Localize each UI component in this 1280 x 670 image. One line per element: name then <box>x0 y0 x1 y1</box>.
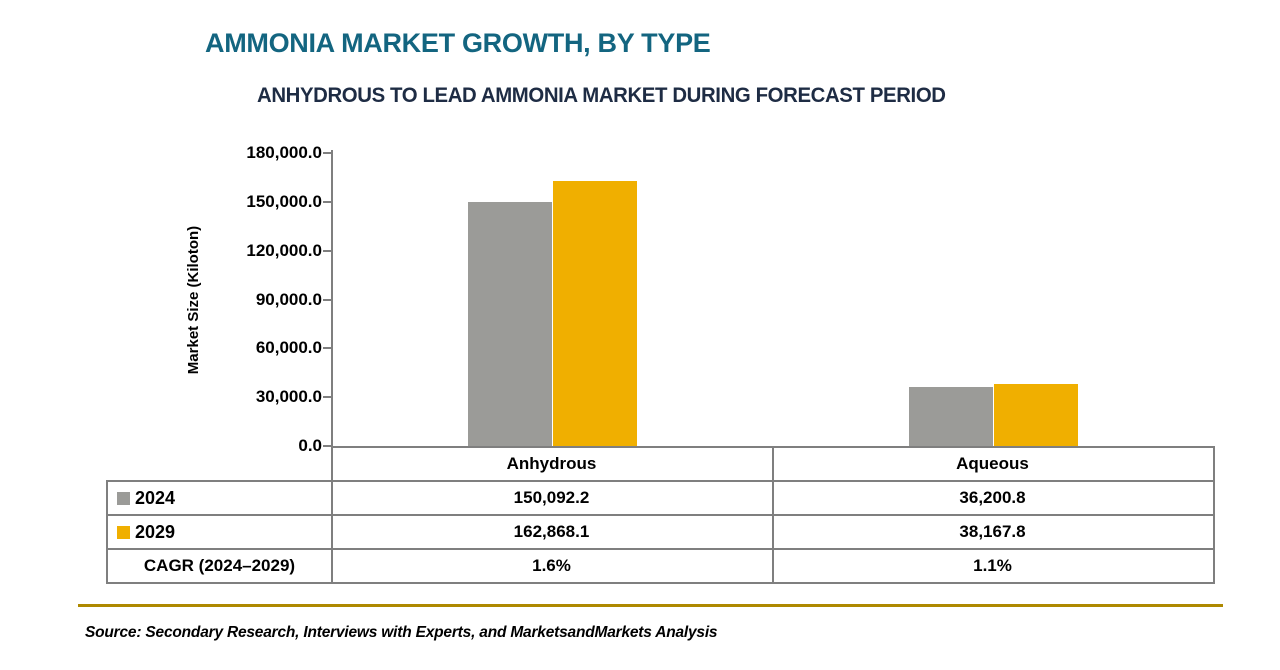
y-tick-mark <box>323 152 331 154</box>
chart-title: AMMONIA MARKET GROWTH, BY TYPE <box>205 28 711 58</box>
chart-subtitle: ANHYDROUS TO LEAD AMMONIA MARKET DURING … <box>257 84 946 107</box>
y-tick-label: 90,000.0 <box>255 289 322 309</box>
table-line-h <box>106 514 1215 516</box>
table-line-legend-left <box>106 480 108 584</box>
y-tick-mark <box>323 298 331 301</box>
y-tick-mark <box>323 200 331 203</box>
footer-divider-rule <box>78 604 1223 607</box>
y-tick-label: 30,000.0 <box>255 387 322 407</box>
table-line-right <box>1213 446 1215 584</box>
legend-cell-2024: 2024 <box>108 482 331 514</box>
legend-label-2024: 2024 <box>135 487 176 508</box>
table-line-h <box>106 582 1215 584</box>
legend-label-2029: 2029 <box>135 521 176 542</box>
y-tick-mark <box>323 347 331 350</box>
bar-2024-anhydrous <box>467 201 552 446</box>
cagr-row-label: CAGR (2024–2029) <box>143 556 296 575</box>
category-label-anhydrous: Anhydrous <box>506 454 597 473</box>
value-2029-aqueous: 38,167.8 <box>959 522 1026 541</box>
table-line-col-divider <box>772 446 774 582</box>
table-line-h <box>106 480 1215 482</box>
bar-2029-aqueous <box>993 383 1078 446</box>
y-tick-label: 180,000.0 <box>246 143 322 162</box>
y-tick-mark <box>323 249 331 252</box>
source-attribution: Source: Secondary Research, Interviews w… <box>85 624 718 641</box>
y-tick-label: 150,000.0 <box>246 191 322 211</box>
y-tick-label: 60,000.0 <box>255 338 322 358</box>
bar-2024-aqueous <box>908 387 993 446</box>
y-tick-label: 120,000.0 <box>246 240 322 260</box>
y-tick-mark <box>323 445 331 447</box>
y-tick-label: 0.0 <box>298 436 322 455</box>
legend-swatch-2024 <box>117 491 130 505</box>
y-axis-line <box>331 150 333 582</box>
y-tick-mark <box>323 396 331 399</box>
value-2029-anhydrous: 162,868.1 <box>513 522 590 541</box>
value-2024-aqueous: 36,200.8 <box>959 488 1026 507</box>
legend-cell-2029: 2029 <box>108 516 331 548</box>
cagr-value-anhydrous: 1.6% <box>532 556 571 575</box>
legend-swatch-2029 <box>117 525 130 539</box>
cagr-value-aqueous: 1.1% <box>973 556 1012 575</box>
bar-2029-anhydrous <box>552 180 637 446</box>
value-2024-anhydrous: 150,092.2 <box>513 488 590 507</box>
table-line-h <box>106 548 1215 550</box>
category-label-aqueous: Aqueous <box>956 454 1029 473</box>
